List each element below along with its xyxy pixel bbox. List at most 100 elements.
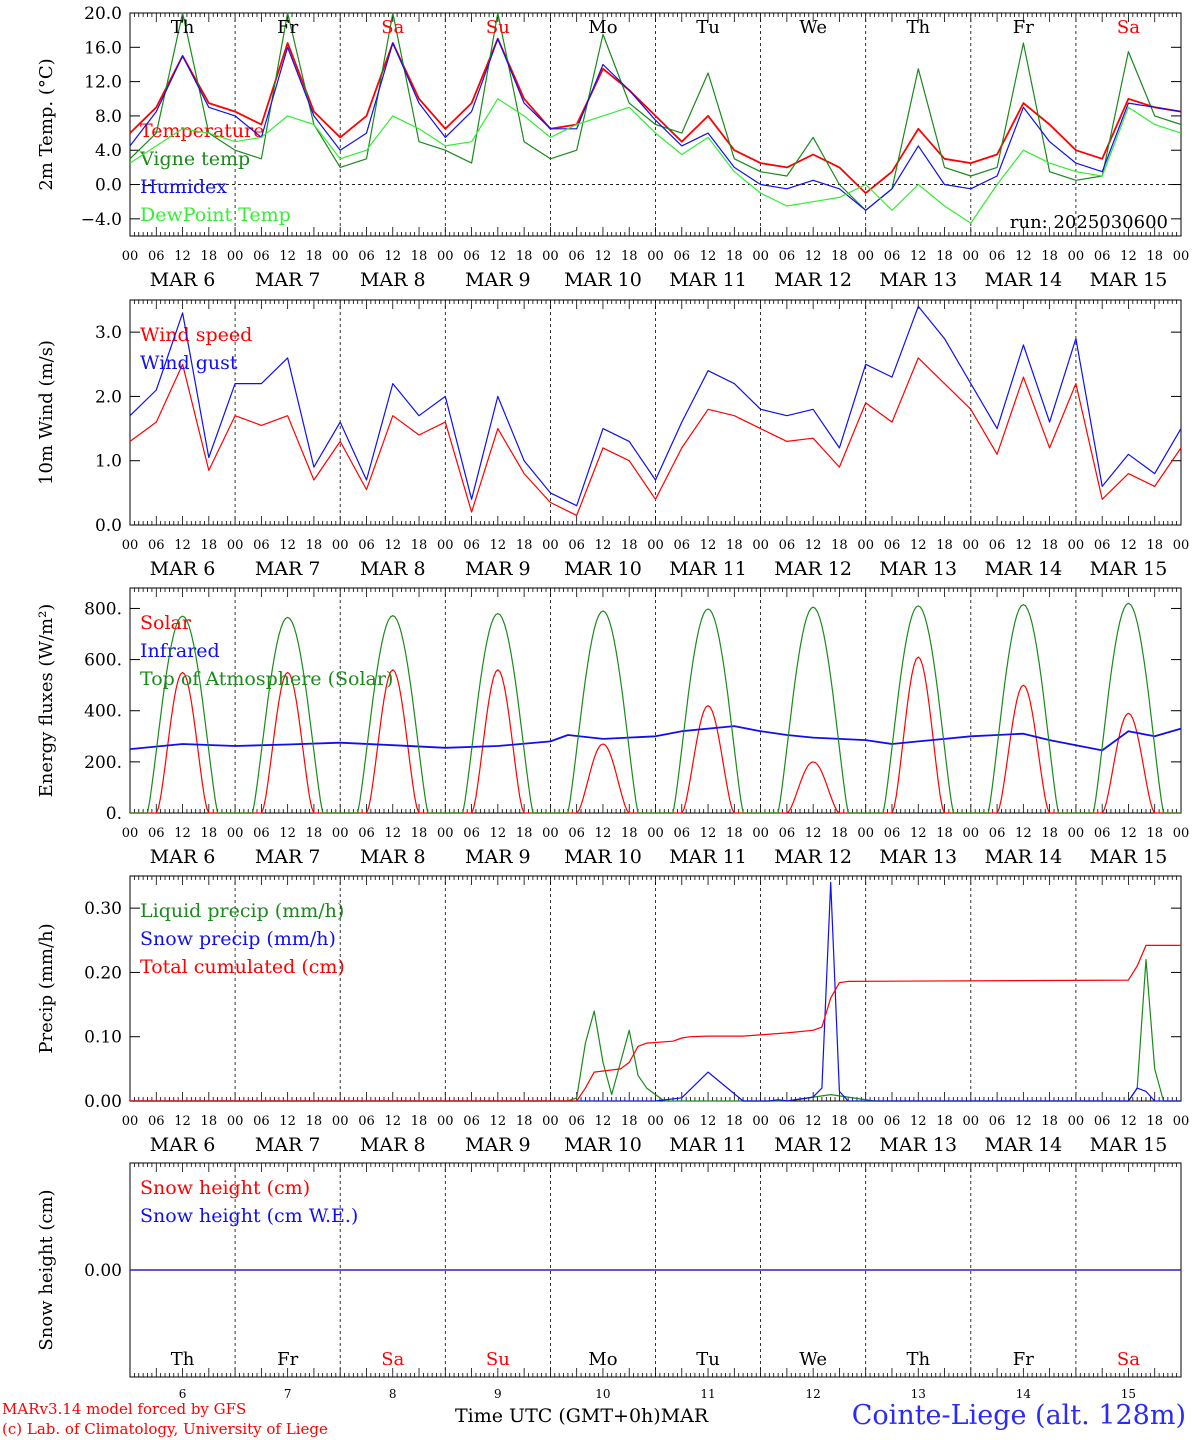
hour-tick-label: 00 xyxy=(1068,1114,1085,1129)
hour-tick-label: 18 xyxy=(201,249,218,264)
hour-tick-label: 18 xyxy=(1041,249,1058,264)
hour-tick-label: 12 xyxy=(910,1114,927,1129)
hour-tick-label: 18 xyxy=(201,826,218,841)
weekday-label: Su xyxy=(486,1349,510,1370)
hour-tick-label: 18 xyxy=(411,249,428,264)
date-label: MAR 7 xyxy=(255,846,321,868)
hour-tick-label: 12 xyxy=(595,1114,612,1129)
model-credit: MARv3.14 model forced by GFS xyxy=(2,1400,247,1418)
hour-tick-label: 00 xyxy=(437,249,454,264)
run-label: run: 2025030600 xyxy=(1010,212,1168,233)
date-label: MAR 11 xyxy=(669,1134,747,1156)
weekday-label: Fr xyxy=(1013,17,1034,38)
weekday-label: Th xyxy=(171,17,195,38)
legend-entry: Total cumulated (cm) xyxy=(140,956,345,978)
y-tick-label: 2.0 xyxy=(95,387,122,407)
hour-tick-label: 00 xyxy=(332,249,349,264)
hour-tick-label: 00 xyxy=(752,1114,769,1129)
hour-tick-label: 18 xyxy=(936,1114,953,1129)
date-label: MAR 12 xyxy=(774,1134,852,1156)
hour-tick-label: 12 xyxy=(279,826,296,841)
y-tick-label: −4.0 xyxy=(81,210,122,230)
legend-entry: Solar xyxy=(140,612,192,634)
panel-1: −4.00.04.08.012.016.020.02m Temp. (°C) Te… xyxy=(36,4,1189,291)
x-axis-caption: Time UTC (GMT+0h)MAR xyxy=(455,1405,708,1427)
weekday-label: Th xyxy=(171,1349,195,1370)
date-label: MAR 14 xyxy=(984,1134,1062,1156)
hour-tick-label: 18 xyxy=(621,538,638,553)
hour-tick-label: 12 xyxy=(279,538,296,553)
hour-tick-label: 18 xyxy=(1146,826,1163,841)
x-axis-caption-time: Time UTC (GMT+0h) xyxy=(455,1405,661,1427)
hour-tick-label: 00 xyxy=(1173,1114,1190,1129)
hour-tick-label: 06 xyxy=(884,1114,901,1129)
day-number-label: 12 xyxy=(806,1387,821,1401)
hour-tick-label: 00 xyxy=(122,1114,139,1129)
hour-tick-label: 06 xyxy=(1094,826,1111,841)
hour-tick-label: 18 xyxy=(516,249,533,264)
hour-tick-label: 06 xyxy=(463,538,480,553)
date-label: MAR 9 xyxy=(465,846,531,868)
hour-tick-label: 12 xyxy=(384,826,401,841)
hour-tick-label: 12 xyxy=(805,538,822,553)
hour-tick-label: 00 xyxy=(647,249,664,264)
hour-tick-label: 00 xyxy=(227,1114,244,1129)
date-label: MAR 7 xyxy=(255,1134,321,1156)
hour-tick-label: 12 xyxy=(384,1114,401,1129)
hour-tick-label: 12 xyxy=(174,249,191,264)
hour-tick-label: 18 xyxy=(411,1114,428,1129)
hour-tick-label: 00 xyxy=(1173,249,1190,264)
hour-tick-label: 06 xyxy=(148,538,165,553)
hour-tick-label: 00 xyxy=(122,826,139,841)
hour-tick-label: 06 xyxy=(358,1114,375,1129)
y-tick-label: 0.00 xyxy=(84,1092,122,1112)
legend-entry: Top of Atmosphere (Solar) xyxy=(140,668,393,690)
hour-tick-label: 00 xyxy=(647,538,664,553)
hour-tick-label: 00 xyxy=(122,249,139,264)
hour-tick-label: 00 xyxy=(1068,538,1085,553)
y-tick-label: 16.0 xyxy=(84,38,122,58)
date-label: MAR 8 xyxy=(360,558,426,580)
hour-tick-label: 18 xyxy=(936,538,953,553)
hour-tick-label: 18 xyxy=(306,826,323,841)
hour-tick-label: 06 xyxy=(674,249,691,264)
hour-tick-label: 18 xyxy=(1146,1114,1163,1129)
hour-tick-label: 00 xyxy=(542,249,559,264)
y-tick-label: 0.0 xyxy=(95,516,122,536)
hour-tick-label: 12 xyxy=(910,538,927,553)
hour-tick-label: 00 xyxy=(963,1114,980,1129)
hour-tick-label: 06 xyxy=(253,826,270,841)
series-line-humidex xyxy=(129,38,1182,211)
hour-tick-label: 06 xyxy=(463,1114,480,1129)
date-label: MAR 11 xyxy=(669,846,747,868)
hour-tick-label: 12 xyxy=(490,1114,507,1129)
hour-tick-label: 12 xyxy=(805,249,822,264)
hour-tick-label: 00 xyxy=(647,826,664,841)
y-tick-label: 1.0 xyxy=(95,452,122,472)
hour-tick-label: 18 xyxy=(726,826,743,841)
hour-tick-label: 12 xyxy=(1015,249,1032,264)
legend-entry: Liquid precip (mm/h) xyxy=(140,900,344,922)
date-label: MAR 11 xyxy=(669,269,747,291)
hour-tick-label: 06 xyxy=(989,826,1006,841)
date-label: MAR 13 xyxy=(879,558,957,580)
date-label: MAR 10 xyxy=(564,558,642,580)
plot-frame xyxy=(129,299,1182,526)
hour-tick-label: 00 xyxy=(227,826,244,841)
date-label: MAR 14 xyxy=(984,269,1062,291)
hour-tick-label: 12 xyxy=(700,826,717,841)
hour-tick-label: 06 xyxy=(989,538,1006,553)
date-label: MAR 12 xyxy=(774,846,852,868)
weekday-label: Sa xyxy=(381,1349,404,1370)
hour-tick-label: 12 xyxy=(1015,826,1032,841)
hour-tick-label: 06 xyxy=(674,1114,691,1129)
hour-tick-label: 06 xyxy=(253,1114,270,1129)
hour-tick-label: 12 xyxy=(1015,1114,1032,1129)
hour-tick-label: 12 xyxy=(279,1114,296,1129)
y-tick-label: 12.0 xyxy=(84,73,122,93)
panel-4: 0.00 0.10 0.20 0.30 Precip (mm/h) Liquid prec… xyxy=(36,875,1190,1156)
hour-tick-label: 12 xyxy=(490,538,507,553)
weekday-label: Fr xyxy=(277,1349,298,1370)
station-name: Cointe-Liege (alt. 128m) xyxy=(851,1400,1186,1431)
